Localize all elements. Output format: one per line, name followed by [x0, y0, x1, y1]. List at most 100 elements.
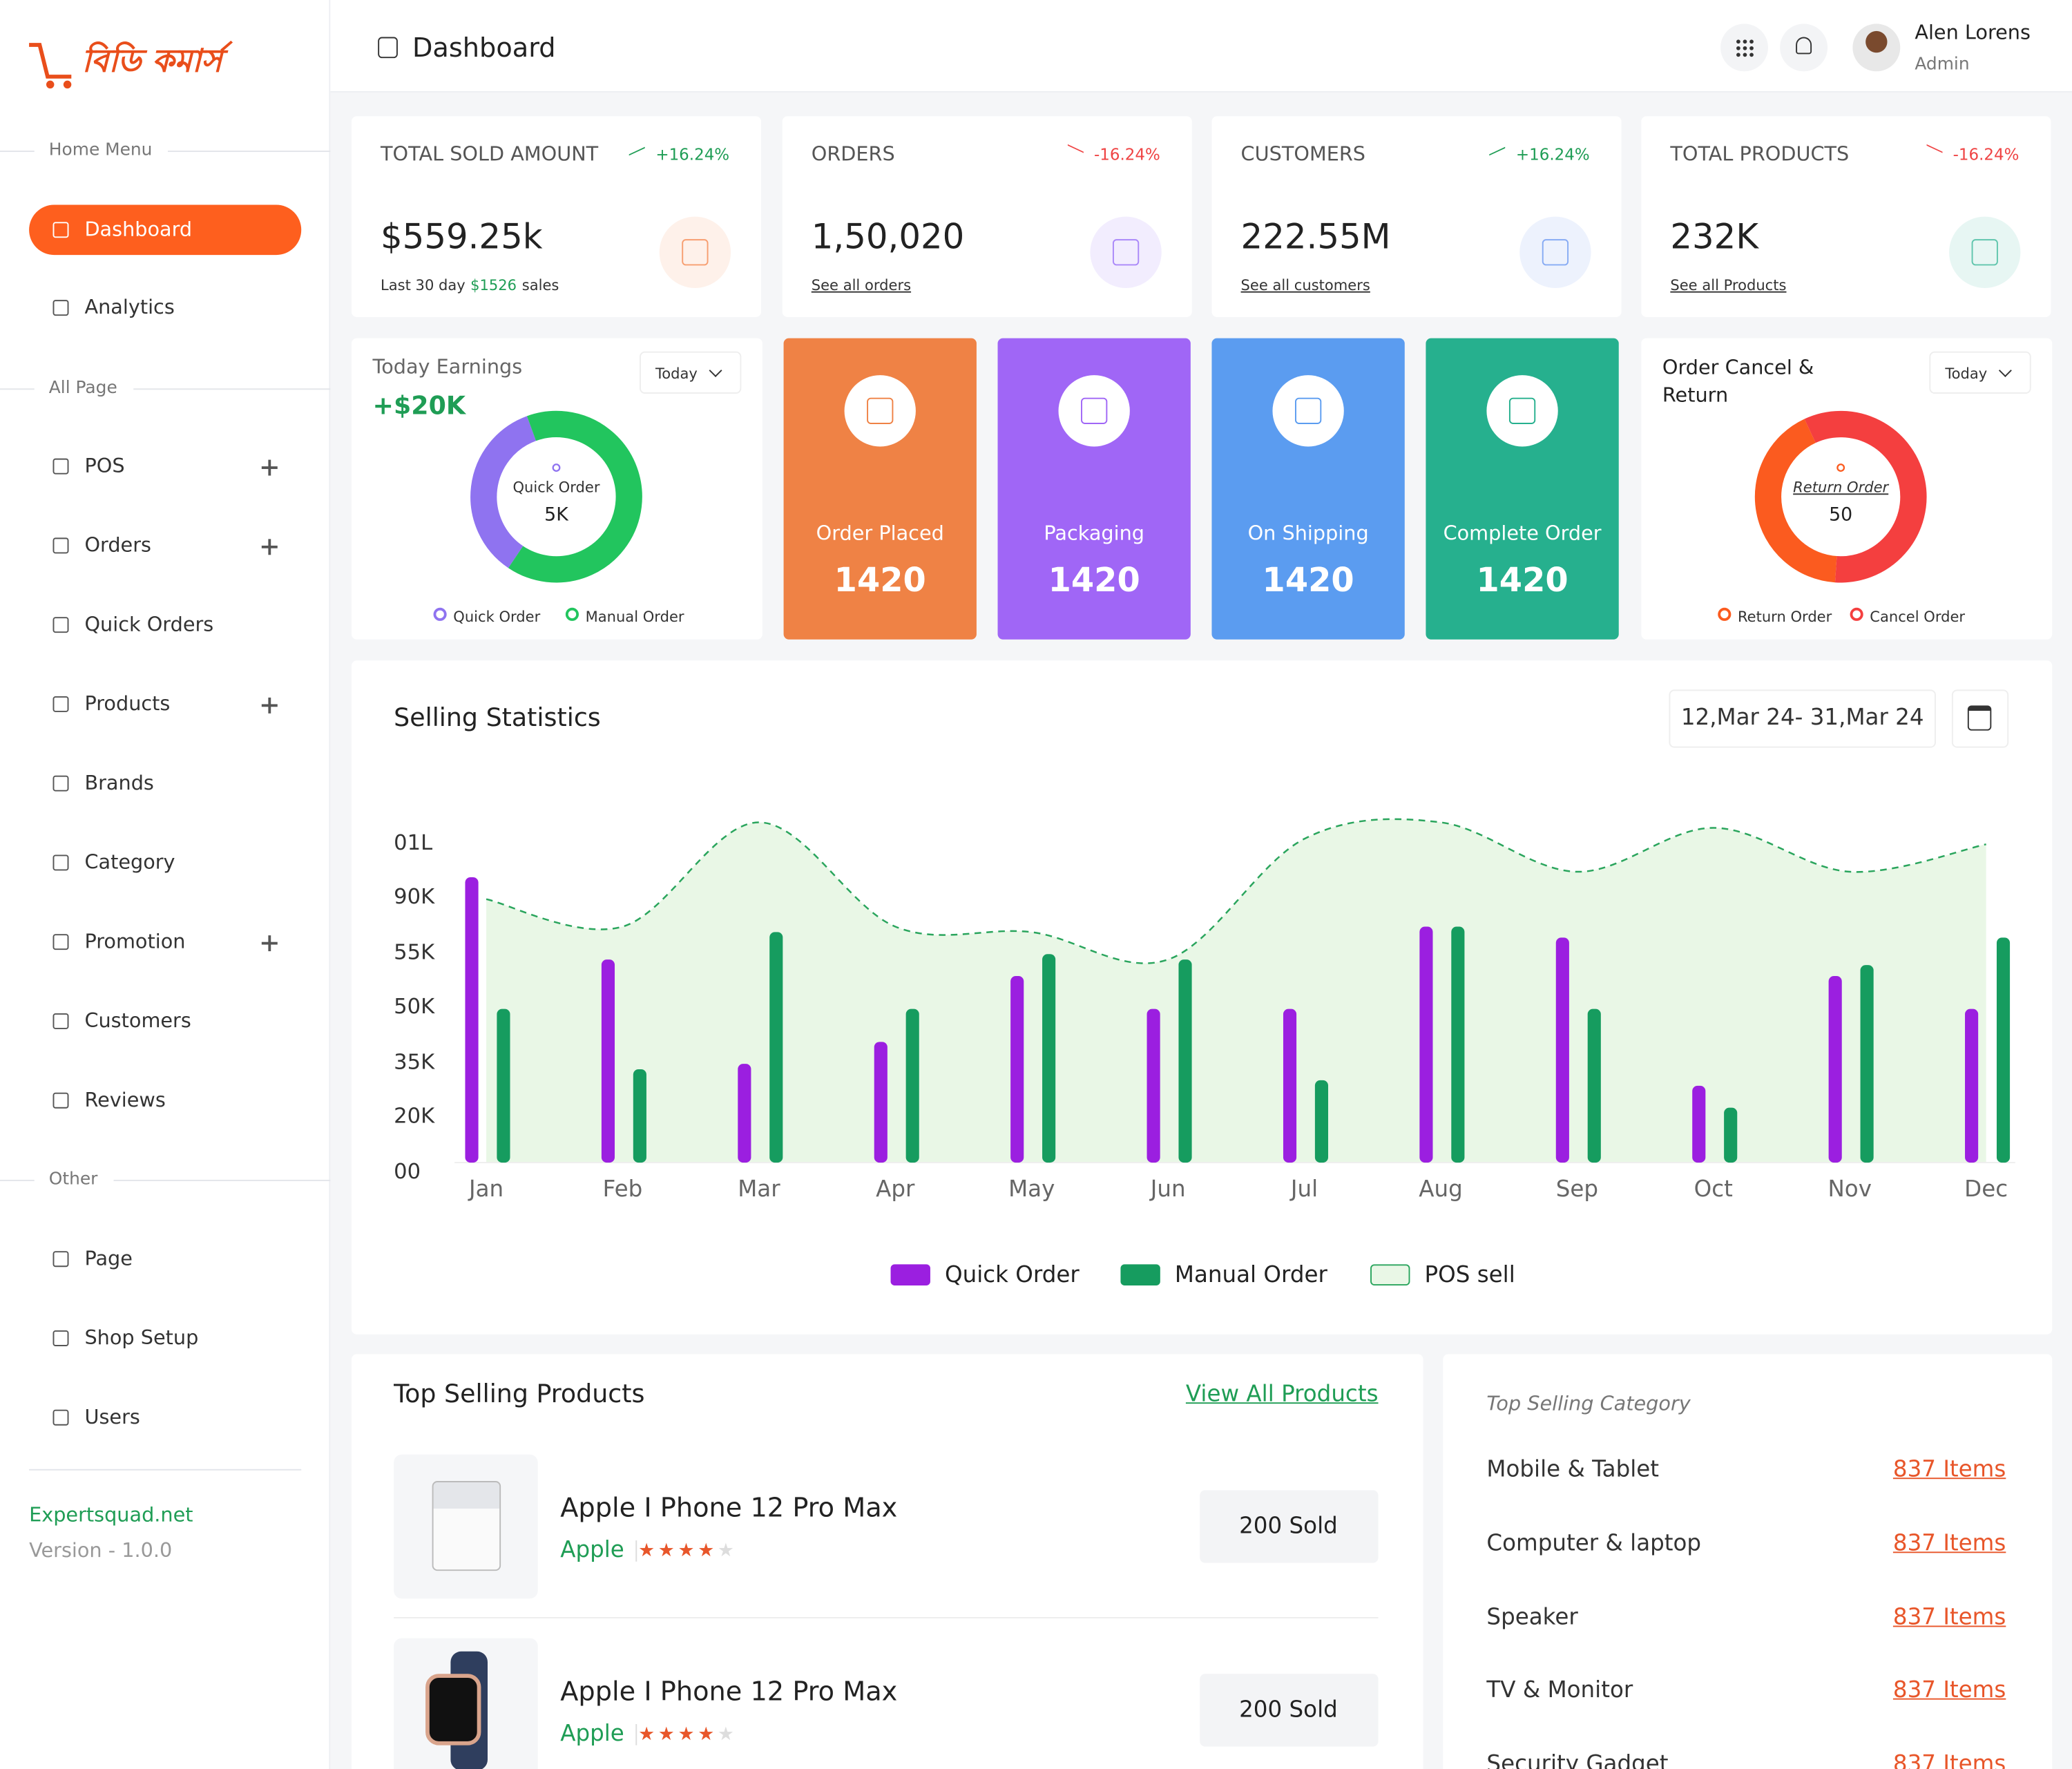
section-divider [0, 388, 35, 390]
nav-item[interactable]: Category [84, 850, 175, 874]
x-tick-label: Jan [469, 1176, 504, 1203]
nav-item[interactable]: Users [84, 1405, 140, 1429]
nav-item[interactable]: Promotion [84, 929, 186, 953]
nav-item[interactable]: Orders [84, 533, 151, 557]
product-brand: Apple [560, 1537, 624, 1564]
earnings-amount: +$20K [372, 392, 466, 421]
nav-item[interactable]: Dashboard [84, 217, 193, 242]
calendar-button[interactable] [1951, 689, 2009, 748]
x-tick-label: Feb [602, 1176, 643, 1203]
legend-ring [433, 607, 447, 621]
nav-item[interactable]: Page [84, 1246, 133, 1270]
x-tick-label: Dec [1964, 1176, 2008, 1203]
y-tick-label: 35K [394, 1049, 435, 1074]
expand-icon-v[interactable] [268, 696, 271, 713]
date-range-label[interactable]: 12,Mar 24- 31,Mar 24 [1680, 705, 1924, 731]
category-count[interactable]: 837 Items [1892, 1604, 2006, 1631]
status-icon-bg [1272, 375, 1344, 447]
nav-item[interactable]: Reviews [84, 1088, 166, 1112]
y-tick-label: 50K [394, 994, 435, 1020]
avatar[interactable] [1852, 23, 1901, 72]
stat-note[interactable]: See all customers [1240, 276, 1370, 294]
category-count[interactable]: 837 Items [1892, 1530, 2006, 1557]
stat-card [351, 116, 762, 318]
stat-card [782, 116, 1192, 318]
nav-item[interactable]: Products [84, 691, 171, 716]
status-icon-bg [844, 375, 916, 447]
stat-change: -16.24% [1094, 145, 1160, 164]
section-divider [0, 151, 35, 152]
stat-title: ORDERS [811, 142, 895, 166]
status-icon-bg [1486, 375, 1558, 447]
nav-icon [52, 934, 69, 950]
period-select-label[interactable]: Today [655, 365, 698, 383]
header-icon [378, 37, 398, 59]
nav-icon [52, 696, 69, 712]
rating-star: ★ [717, 1540, 734, 1562]
category-count[interactable]: 837 Items [1892, 1456, 2006, 1483]
nav-icon [52, 1251, 69, 1268]
view-all-link[interactable]: View All Products [1185, 1381, 1379, 1408]
status-label: Order Placed [816, 521, 944, 545]
y-tick-label: 55K [394, 939, 435, 964]
nav-item[interactable]: POS [84, 453, 125, 478]
stat-note[interactable]: See all Products [1670, 276, 1787, 294]
stat-note: Last 30 day [381, 276, 466, 294]
section-label: Other [48, 1169, 98, 1190]
nav-item[interactable]: Quick Orders [84, 612, 214, 636]
status-icon [1508, 397, 1536, 424]
nav-icon [52, 775, 69, 792]
legend-ring [1718, 607, 1732, 621]
logo-cart [29, 43, 72, 89]
section-divider [167, 151, 331, 152]
product-name: Apple I Phone 12 Pro Max [560, 1675, 898, 1708]
period-select[interactable] [1929, 351, 2031, 394]
section-divider [113, 1179, 331, 1181]
calendar-icon[interactable] [1967, 705, 1992, 731]
x-tick-label: Aug [1419, 1176, 1463, 1203]
rating-star: ★ [678, 1723, 695, 1746]
nav-item[interactable]: Shop Setup [84, 1326, 199, 1350]
nav-item[interactable]: Analytics [84, 295, 175, 319]
stat-note[interactable]: See all orders [811, 276, 912, 294]
apps-dot [1749, 52, 1754, 57]
category-count[interactable]: 837 Items [1892, 1751, 2006, 1769]
panel-title: Top Selling Category [1486, 1391, 1691, 1416]
status-icon [1081, 397, 1108, 424]
stat-title: CUSTOMERS [1240, 142, 1366, 166]
section-label: All Page [48, 378, 117, 399]
product-image [432, 1481, 501, 1571]
section-label: Home Menu [48, 140, 153, 161]
x-tick-label: May [1008, 1176, 1055, 1203]
stat-icon-bg [1949, 216, 2021, 288]
footer-version: Version - 1.0.0 [29, 1538, 173, 1562]
apps-dot [1743, 39, 1747, 44]
nav-active-bg[interactable] [29, 204, 302, 256]
legend-label: Quick Order [453, 608, 541, 626]
category-name: Speaker [1486, 1604, 1578, 1631]
x-tick-label: Mar [738, 1176, 780, 1203]
legend-label: Return Order [1737, 608, 1832, 626]
apps-dot [1743, 52, 1747, 57]
stat-title: TOTAL PRODUCTS [1670, 142, 1850, 166]
nav-icon [52, 617, 69, 633]
nav-item[interactable]: Brands [84, 771, 154, 795]
category-name: Security Gadget [1486, 1751, 1669, 1769]
period-select[interactable] [640, 351, 742, 394]
product-divider [394, 1617, 1379, 1618]
panel-title: Top Selling Products [394, 1379, 645, 1409]
category-count[interactable]: 837 Items [1892, 1677, 2006, 1705]
section-divider [133, 388, 331, 390]
nav-icon [52, 1013, 69, 1029]
rating-star: ★ [678, 1540, 695, 1562]
date-range[interactable] [1669, 689, 1936, 748]
brand-logo: বিডি কমার্স [81, 42, 222, 79]
expand-icon-v[interactable] [268, 459, 271, 475]
expand-icon-v[interactable] [268, 935, 271, 951]
nav-item[interactable]: Customers [84, 1008, 191, 1033]
legend-swatch [1120, 1264, 1160, 1285]
expand-icon-v[interactable] [268, 538, 271, 555]
status-label: On Shipping [1247, 521, 1369, 545]
period-select-label[interactable]: Today [1945, 365, 1988, 383]
nav-icon [52, 222, 69, 238]
